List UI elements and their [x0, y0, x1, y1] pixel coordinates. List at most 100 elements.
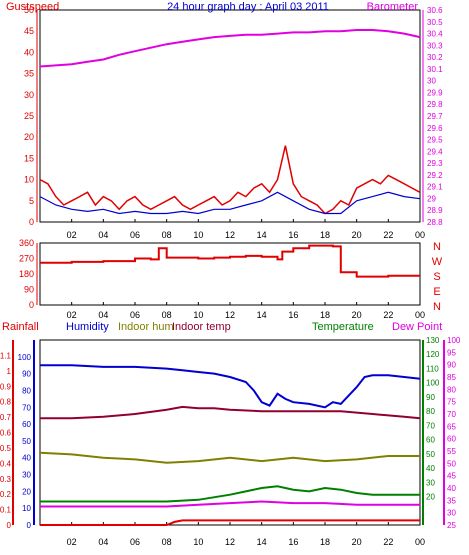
- rainfall-axis-tick: 0.1: [0, 506, 12, 515]
- direction-axis-tick: 0: [29, 300, 34, 310]
- rainfall-label: Rainfall: [2, 321, 39, 333]
- barometer-axis-tick: 30.6: [427, 6, 443, 15]
- temperature-label: Temperature: [312, 321, 374, 333]
- humidity-axis-tick: 40: [22, 454, 31, 463]
- compass-label: S: [433, 271, 440, 283]
- indoor-hum-label: Indoor hum: [118, 321, 174, 333]
- x-tick-label-p3: 22: [383, 537, 393, 547]
- humidity-axis-tick: 90: [22, 370, 31, 379]
- x-tick-label-p2: 14: [257, 310, 267, 320]
- direction-axis-tick: 180: [19, 269, 34, 279]
- barometer-line: [39, 29, 421, 68]
- compass-label: W: [432, 256, 443, 268]
- temperature-line: [40, 485, 420, 503]
- humidity-axis-tick: 70: [22, 403, 31, 412]
- rainfall-line: [40, 519, 420, 526]
- dewpoint-axis-tick: 35: [447, 496, 456, 505]
- x-tick-label-p3: 12: [225, 537, 235, 547]
- barometer-axis-tick: 28.9: [427, 206, 443, 215]
- humidity-axis-tick: 60: [22, 420, 31, 429]
- x-tick-label-p1: 06: [130, 230, 140, 240]
- dewpoint-axis-tick: 85: [447, 373, 456, 382]
- x-tick-label-p1: 04: [98, 230, 108, 240]
- direction-axis-tick: 90: [24, 285, 34, 295]
- indoor-temp-label: Indoor temp: [172, 321, 231, 333]
- humidity-axis-tick: 30: [22, 471, 31, 480]
- dew-point-label: Dew Point: [392, 321, 442, 333]
- rainfall-axis-tick: 1.1: [0, 351, 12, 360]
- x-tick-label-p3: 20: [352, 537, 362, 547]
- x-tick-label-p1: 22: [383, 230, 393, 240]
- barometer-axis-tick: 30.5: [427, 18, 443, 27]
- dew-point-line: [40, 500, 420, 508]
- humidity-axis-tick: 0: [27, 521, 32, 530]
- dewpoint-axis-tick: 95: [447, 348, 456, 357]
- indoor-hum-line: [39, 451, 420, 464]
- humidity-axis-tick: 50: [22, 437, 31, 446]
- barometer-axis-tick: 29.7: [427, 112, 443, 121]
- compass-label: E: [433, 286, 440, 298]
- dewpoint-axis-tick: 60: [447, 435, 456, 444]
- x-tick-label-p2: 20: [352, 310, 362, 320]
- rainfall-axis-tick: 0.3: [0, 475, 12, 484]
- x-tick-label-p1: 14: [257, 230, 267, 240]
- barometer-axis-tick: 30: [427, 77, 436, 86]
- gust-axis-tick: 20: [24, 132, 34, 142]
- temperature-axis-tick: 120: [426, 350, 440, 359]
- x-tick-label-p3: 02: [67, 537, 77, 547]
- x-tick-label-p2: 08: [162, 310, 172, 320]
- series-layer: [39, 29, 421, 526]
- gust-axis-tick: 5: [29, 196, 34, 206]
- gust-axis-tick: 25: [24, 111, 34, 121]
- barometer-axis-tick: 30.2: [427, 53, 443, 62]
- gustspeed-label: Gustspeed: [6, 1, 59, 13]
- x-tick-label-p3: 10: [193, 537, 203, 547]
- dewpoint-axis-tick: 40: [447, 484, 456, 493]
- x-tick-label-p2: 10: [193, 310, 203, 320]
- rainfall-axis-tick: 0.2: [0, 490, 12, 499]
- temperature-axis-tick: 100: [426, 379, 440, 388]
- indoor-temp-line: [40, 405, 421, 420]
- temperature-axis-tick: 130: [426, 336, 440, 345]
- x-tick-label-p1: 12: [225, 230, 235, 240]
- x-tick-label-p1: 20: [352, 230, 362, 240]
- barometer-axis-tick: 30.4: [427, 30, 443, 39]
- rainfall-axis-tick: 0.5: [0, 444, 12, 453]
- gustspeed-line: [39, 145, 421, 215]
- x-tick-label-p2: 00: [415, 310, 425, 320]
- temperature-axis-tick: 60: [426, 436, 435, 445]
- barometer-axis-tick: 29.6: [427, 124, 443, 133]
- x-tick-label-p3: 14: [257, 537, 267, 547]
- x-tick-label-p2: 06: [130, 310, 140, 320]
- windspeed-line: [39, 191, 421, 215]
- barometer-axis-tick: 29.9: [427, 88, 443, 97]
- x-tick-label-p3: 00: [415, 537, 425, 547]
- temperature-axis-tick: 80: [426, 407, 435, 416]
- gust-axis-tick: 50: [24, 5, 34, 15]
- x-tick-label-p1: 16: [288, 230, 298, 240]
- x-tick-label-p1: 10: [193, 230, 203, 240]
- x-tick-label-p2: 04: [98, 310, 108, 320]
- x-tick-label-p3: 18: [320, 537, 330, 547]
- rainfall-axis-tick: 1: [7, 367, 12, 376]
- humidity-line: [40, 364, 421, 409]
- x-tick-label-p2: 22: [383, 310, 393, 320]
- x-tick-label-p3: 16: [288, 537, 298, 547]
- dewpoint-axis-tick: 90: [447, 361, 456, 370]
- x-tick-label-p2: 18: [320, 310, 330, 320]
- humidity-axis-tick: 10: [22, 504, 31, 513]
- barometer-axis-tick: 29.8: [427, 100, 443, 109]
- chart-title: 24 hour graph day : April 03 2011: [167, 1, 329, 13]
- gust-axis-tick: 40: [24, 47, 34, 57]
- rainfall-axis-tick: 0.8: [0, 398, 12, 407]
- temperature-axis-tick: 20: [426, 493, 435, 502]
- gust-axis-tick: 10: [24, 175, 34, 185]
- humidity-axis-tick: 20: [22, 487, 31, 496]
- barometer-axis-tick: 30.1: [427, 65, 443, 74]
- compass-label: N: [433, 301, 441, 313]
- barometer-axis-tick: 29.5: [427, 136, 443, 145]
- dewpoint-axis-tick: 30: [447, 509, 456, 518]
- barometer-axis-tick: 28.8: [427, 218, 443, 227]
- dewpoint-axis-tick: 80: [447, 385, 456, 394]
